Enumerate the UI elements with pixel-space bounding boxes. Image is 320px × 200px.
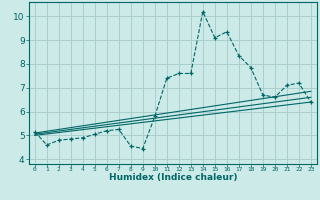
- X-axis label: Humidex (Indice chaleur): Humidex (Indice chaleur): [108, 173, 237, 182]
